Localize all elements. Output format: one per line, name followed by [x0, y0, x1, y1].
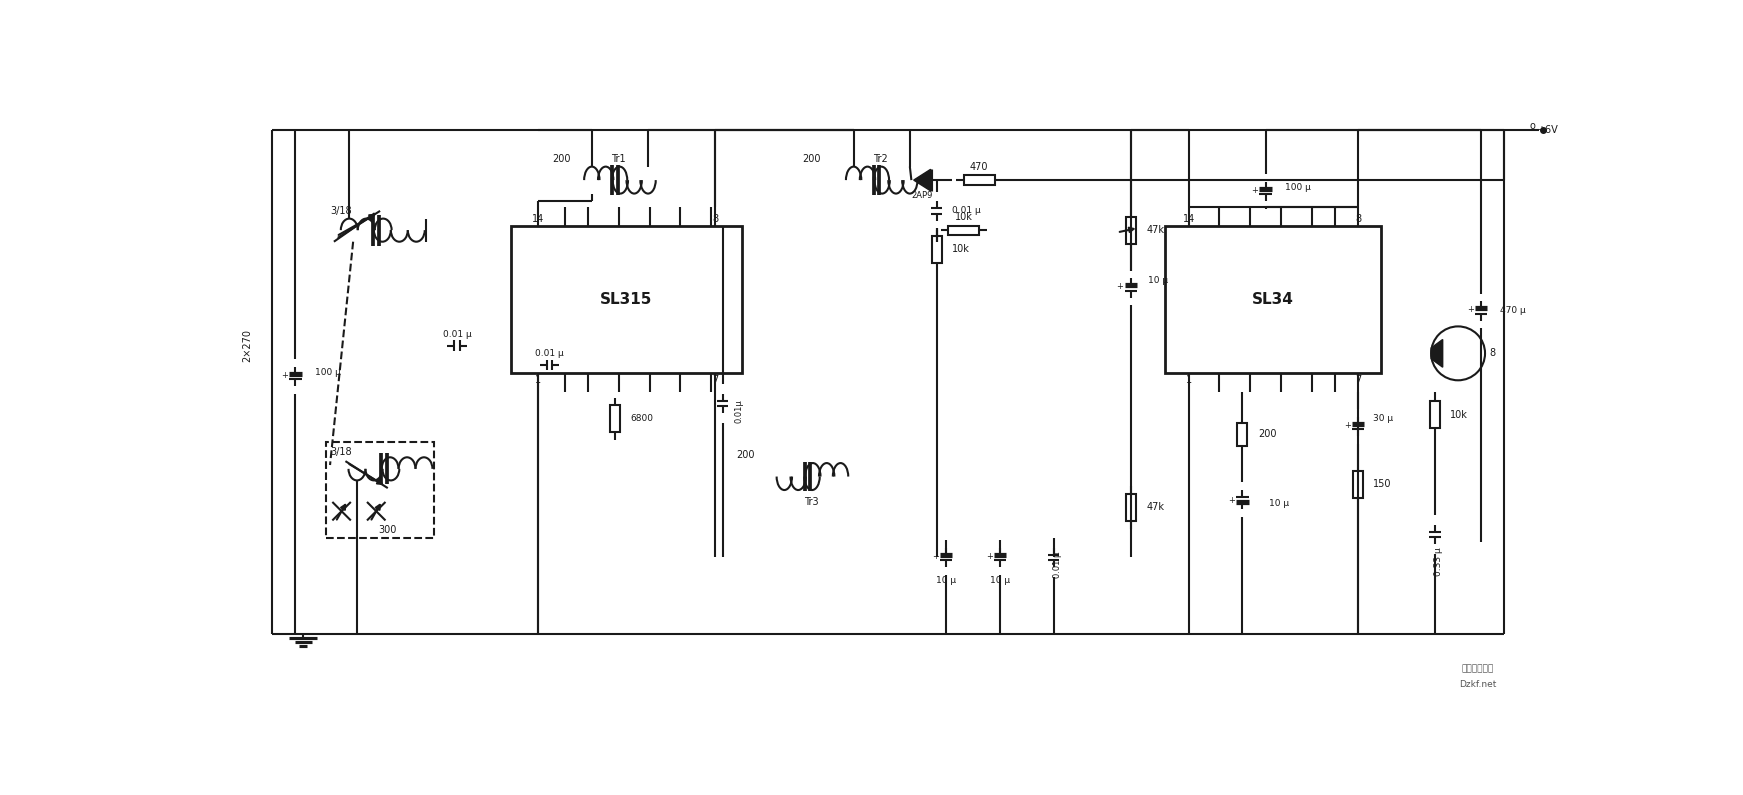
Text: +6V: +6V [1537, 125, 1558, 135]
Text: 8: 8 [1354, 214, 1361, 223]
Text: 47k: 47k [1147, 502, 1164, 512]
Text: 10k: 10k [952, 244, 971, 254]
Text: 0.01 μ: 0.01 μ [1053, 552, 1061, 578]
Text: 7: 7 [711, 375, 718, 386]
Text: +: + [281, 370, 288, 380]
Text: 6800: 6800 [631, 414, 654, 423]
Text: Dzkf.net: Dzkf.net [1459, 680, 1495, 689]
Text: 30 μ: 30 μ [1373, 414, 1393, 423]
Text: 470: 470 [969, 162, 988, 172]
Text: 0.01μ: 0.01μ [734, 399, 743, 423]
Text: 1: 1 [535, 375, 540, 386]
Text: 7: 7 [1354, 375, 1361, 386]
Bar [1238, 423, 1248, 446]
Bar [326, 442, 434, 538]
Bar [1353, 471, 1363, 498]
Text: 3/18: 3/18 [331, 447, 352, 457]
Text: 100 μ: 100 μ [315, 368, 340, 377]
Text: 200: 200 [553, 154, 570, 164]
Text: 200: 200 [1258, 429, 1276, 439]
Text: Tr2: Tr2 [873, 154, 887, 164]
Text: 0.01 μ: 0.01 μ [443, 330, 471, 339]
Bar [610, 405, 621, 432]
Bar [1429, 401, 1440, 429]
Polygon shape [1431, 339, 1443, 367]
Polygon shape [913, 169, 931, 191]
Text: 470 μ: 470 μ [1501, 307, 1527, 316]
Text: 8: 8 [711, 214, 718, 223]
Text: 10 μ: 10 μ [990, 576, 1009, 585]
Text: 电子开发社区: 电子开发社区 [1461, 665, 1494, 673]
Text: 14: 14 [532, 214, 544, 223]
Bar [933, 236, 941, 263]
Text: 200: 200 [737, 451, 755, 460]
Text: +: + [1468, 305, 1475, 314]
Bar [948, 226, 980, 235]
Bar [1126, 217, 1136, 243]
Text: 10k: 10k [955, 212, 973, 222]
Text: Tr1: Tr1 [612, 154, 626, 164]
Text: 10 μ: 10 μ [936, 576, 957, 585]
Text: 10k: 10k [1450, 410, 1468, 420]
Text: 0.33 μ: 0.33 μ [1434, 547, 1443, 576]
Text: +: + [987, 552, 992, 560]
Text: 10 μ: 10 μ [1149, 276, 1168, 285]
Text: 1: 1 [1185, 375, 1192, 386]
Text: +: + [1117, 282, 1124, 291]
Text: Tr3: Tr3 [804, 497, 819, 506]
Text: SL34: SL34 [1251, 292, 1295, 307]
Bar [1126, 494, 1136, 521]
Text: 150: 150 [1373, 479, 1393, 489]
Text: 200: 200 [802, 154, 821, 164]
Text: 300: 300 [378, 525, 397, 536]
Text: +: + [1344, 421, 1351, 430]
Bar [511, 227, 743, 373]
Text: 8: 8 [1490, 348, 1495, 359]
Text: +: + [933, 552, 939, 560]
Text: 0.01 μ: 0.01 μ [952, 207, 981, 215]
Text: 47k: 47k [1147, 225, 1164, 235]
Text: 14: 14 [1182, 214, 1194, 223]
Bar [1166, 227, 1380, 373]
Text: 100 μ: 100 μ [1285, 184, 1311, 192]
Text: SL315: SL315 [600, 292, 652, 307]
Text: 10 μ: 10 μ [1269, 499, 1290, 508]
Text: +: + [1229, 496, 1236, 506]
Text: o: o [1529, 121, 1536, 131]
Text: 2×270: 2×270 [242, 329, 253, 363]
Text: 2AP9: 2AP9 [912, 191, 933, 200]
Text: +: + [1251, 186, 1258, 195]
Text: 0.01 μ: 0.01 μ [535, 349, 563, 358]
Bar [964, 176, 995, 184]
Text: 3/18: 3/18 [331, 206, 352, 216]
